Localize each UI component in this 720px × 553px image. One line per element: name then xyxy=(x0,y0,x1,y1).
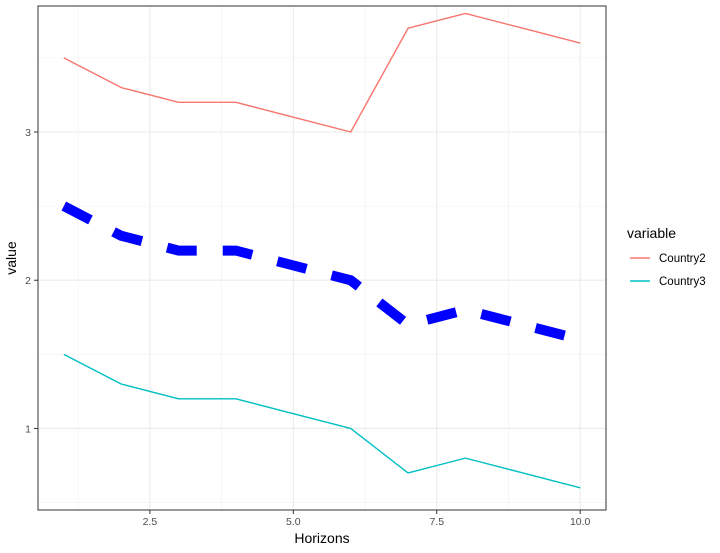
x-tick-label: 7.5 xyxy=(429,516,444,528)
legend: variable Country2 Country3 xyxy=(627,225,706,288)
x-tick-label: 5.0 xyxy=(286,516,301,528)
minor-gridlines xyxy=(38,6,606,510)
legend-label-country3: Country3 xyxy=(659,276,706,288)
major-gridlines xyxy=(38,6,606,510)
series-line-country2 xyxy=(63,12,581,133)
x-tick-label: 2.5 xyxy=(143,516,158,528)
y-tick-label: 2 xyxy=(25,275,31,287)
y-tick-label: 3 xyxy=(25,127,31,139)
x-axis-ticks: 2.5 5.0 7.5 10.0 xyxy=(143,510,591,528)
series-line-country3 xyxy=(63,353,581,489)
x-tick-label: 10.0 xyxy=(570,516,591,528)
x-axis-title: Horizons xyxy=(294,530,349,546)
series-layer xyxy=(61,12,582,489)
plot-panel-border xyxy=(37,5,607,511)
y-axis-title: value xyxy=(3,241,19,275)
series-line-dashed xyxy=(61,201,582,345)
y-axis-ticks: 1 2 3 xyxy=(25,127,38,435)
y-tick-label: 1 xyxy=(25,423,31,435)
legend-title: variable xyxy=(627,225,676,241)
legend-label-country2: Country2 xyxy=(659,253,706,265)
